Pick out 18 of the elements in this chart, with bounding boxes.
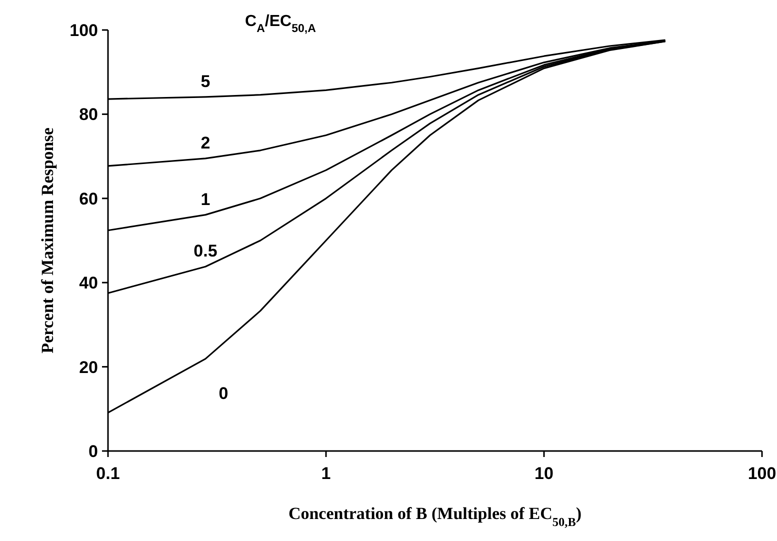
series-label: 1	[200, 190, 210, 209]
y-tick-label: 20	[79, 358, 98, 377]
y-tick-label: 40	[79, 274, 98, 293]
series-label: 0.5	[194, 242, 218, 261]
legend-title: C$_{A}$/EC$_{50,A}$	[245, 13, 317, 35]
series-label: 2	[200, 133, 210, 152]
series-label: 0	[218, 384, 228, 403]
x-tick-label: 10	[534, 464, 554, 483]
y-tick-label: 60	[79, 189, 98, 208]
x-tick-label: 100	[748, 464, 776, 483]
y-tick-label: 0	[88, 442, 98, 461]
y-axis-title: Percent of Maximum Response	[38, 127, 57, 354]
x-tick-label: 1	[321, 464, 331, 483]
x-axis-title: Concentration of B (Multiples of EC$_{50,B}$)	[288, 504, 582, 529]
y-tick-label: 80	[79, 105, 98, 124]
x-tick-label: 0.1	[96, 464, 120, 483]
y-tick-label: 100	[70, 21, 98, 40]
series-label: 5	[200, 72, 210, 91]
